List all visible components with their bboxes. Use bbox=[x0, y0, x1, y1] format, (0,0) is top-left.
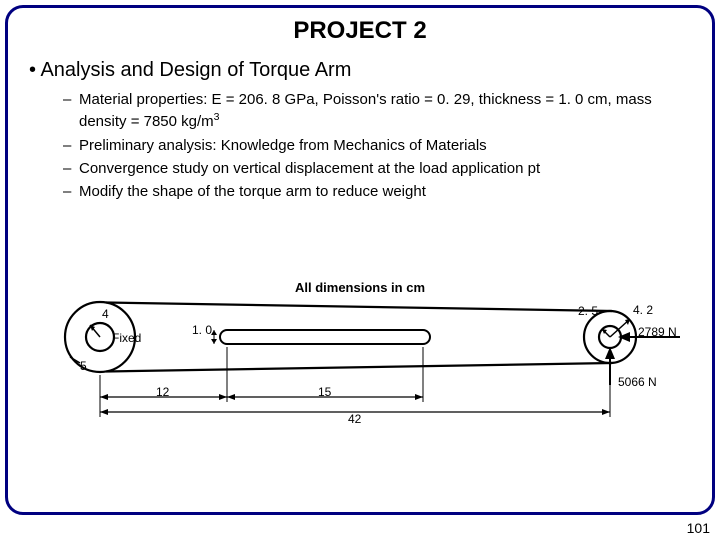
torque-arm-diagram: 4 5 Fixed 1. 0 2. 5 4. 2 2789 N 5066 N 1… bbox=[40, 297, 680, 427]
label-d25: 2. 5 bbox=[578, 304, 598, 318]
label-d5: 5 bbox=[80, 359, 87, 373]
sub-bullet-1: Material properties: E = 206. 8 GPa, Poi… bbox=[63, 90, 695, 133]
page-number: 101 bbox=[687, 520, 710, 536]
label-dim12: 12 bbox=[156, 385, 169, 399]
label-d42: 4. 2 bbox=[633, 303, 653, 317]
label-fixed: Fixed bbox=[112, 331, 141, 345]
label-dim42: 42 bbox=[348, 412, 361, 426]
slide-content: PROJECT 2 Analysis and Design of Torque … bbox=[5, 5, 715, 515]
sub-bullet-3: Convergence study on vertical displaceme… bbox=[63, 159, 695, 179]
label-slot-h: 1. 0 bbox=[192, 323, 212, 337]
label-force-h: 2789 N bbox=[638, 325, 677, 339]
slide-title: PROJECT 2 bbox=[25, 17, 695, 45]
main-bullet: Analysis and Design of Torque Arm bbox=[29, 59, 695, 82]
sub-bullet-1-text: Material properties: E = 206. 8 GPa, Poi… bbox=[79, 91, 652, 130]
sub-bullet-list: Material properties: E = 206. 8 GPa, Poi… bbox=[63, 90, 695, 202]
superscript-3: 3 bbox=[214, 111, 220, 123]
label-force-v: 5066 N bbox=[618, 375, 657, 389]
sub-bullet-2: Preliminary analysis: Knowledge from Mec… bbox=[63, 136, 695, 156]
label-dim15: 15 bbox=[318, 385, 331, 399]
label-d4: 4 bbox=[102, 307, 109, 321]
sub-bullet-4: Modify the shape of the torque arm to re… bbox=[63, 182, 695, 202]
diagram-caption: All dimensions in cm bbox=[25, 280, 695, 295]
